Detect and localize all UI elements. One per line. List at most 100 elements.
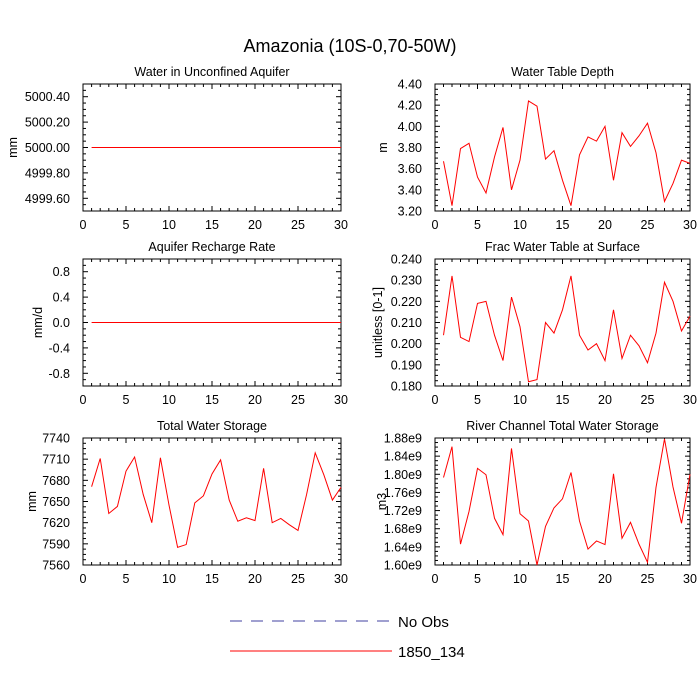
panel-5: Total Water Storage mm 0 5 10 15 20 25 30 7560 759… — [25, 419, 348, 586]
x-tick-label: 15 — [205, 218, 219, 232]
x-tick-label: 15 — [556, 572, 570, 586]
x-tick-label: 15 — [205, 393, 219, 407]
y-tick-label: 4999.60 — [25, 192, 70, 206]
series-line-1850_134 — [91, 451, 342, 549]
y-tick-label: -0.4 — [48, 341, 70, 355]
y-tick-label: 1.76e9 — [384, 486, 422, 500]
x-tick-label: 25 — [641, 218, 655, 232]
panel-title: Frac Water Table at Surface — [485, 240, 640, 254]
y-tick-label: 1.84e9 — [384, 450, 422, 464]
series-line-1850_134 — [443, 275, 691, 383]
y-tick-label: 7650 — [42, 495, 70, 509]
y-tick-label: 0.200 — [391, 337, 422, 351]
x-tick-label: 20 — [598, 572, 612, 586]
y-tick-label: 3.60 — [398, 162, 422, 176]
y-tick-label: 5000.00 — [25, 141, 70, 155]
y-tick-label: 5000.20 — [25, 116, 70, 130]
panel-title: River Channel Total Water Storage — [466, 419, 659, 433]
x-tick-label: 20 — [248, 393, 262, 407]
legend-item: 1850_134 — [230, 644, 465, 661]
x-tick-label: 25 — [291, 572, 305, 586]
y-tick-label: 7680 — [42, 474, 70, 488]
y-tick-label: 0.210 — [391, 316, 422, 330]
panel-2: Water Table Depth m 0 5 10 15 20 25 30 3.20 3.40 3.… — [376, 65, 697, 232]
panel-title: Water in Unconfined Aquifer — [134, 65, 289, 79]
y-tick-label: 4999.80 — [25, 166, 70, 180]
y-tick-label: 1.68e9 — [384, 522, 422, 536]
x-tick-label: 30 — [683, 572, 697, 586]
y-tick-label: 4.00 — [398, 120, 422, 134]
x-tick-label: 30 — [334, 393, 348, 407]
plot-frame — [434, 83, 691, 212]
x-tick-label: 5 — [474, 393, 481, 407]
y-tick-label: 7560 — [42, 559, 70, 573]
legend-label: 1850_134 — [398, 644, 465, 661]
y-tick-label: 0.4 — [53, 291, 70, 305]
y-tick-label: 1.60e9 — [384, 559, 422, 573]
x-tick-label: 30 — [334, 572, 348, 586]
y-tick-label: 7710 — [42, 453, 70, 467]
panel-3: Aquifer Recharge Rate mm/d 0 5 10 15 20 25 30 -0.… — [31, 240, 348, 407]
x-tick-label: 10 — [513, 393, 527, 407]
x-tick-label: 10 — [162, 572, 176, 586]
y-axis-label: m — [376, 142, 390, 152]
y-axis-label: unitless [0-1] — [371, 287, 385, 358]
x-tick-label: 15 — [556, 218, 570, 232]
y-tick-label: 4.20 — [398, 99, 422, 113]
y-tick-label: -0.8 — [48, 367, 70, 381]
x-tick-label: 10 — [162, 393, 176, 407]
plot-grid: Water in Unconfined Aquifer mm 0 5 10 15 20 25 3… — [6, 65, 697, 586]
x-tick-label: 0 — [80, 218, 87, 232]
x-tick-label: 20 — [598, 393, 612, 407]
x-tick-label: 0 — [432, 572, 439, 586]
panel-6: River Channel Total Water Storage m3 0 5 10 1… — [375, 419, 697, 586]
x-tick-label: 30 — [334, 218, 348, 232]
y-tick-label: 3.40 — [398, 183, 422, 197]
x-tick-label: 30 — [683, 218, 697, 232]
y-tick-label: 0.190 — [391, 358, 422, 372]
x-tick-label: 5 — [474, 572, 481, 586]
x-tick-label: 10 — [513, 572, 527, 586]
x-tick-label: 25 — [291, 218, 305, 232]
y-axis-label: mm — [25, 491, 39, 512]
y-tick-label: 1.80e9 — [384, 468, 422, 482]
panel-title: Total Water Storage — [157, 419, 267, 433]
x-tick-label: 15 — [556, 393, 570, 407]
panel-title: Aquifer Recharge Rate — [148, 240, 275, 254]
y-axis-label: mm — [6, 137, 20, 158]
legend-item: No Obs — [230, 614, 449, 631]
y-tick-label: 7590 — [42, 537, 70, 551]
y-tick-label: 0.180 — [391, 380, 422, 394]
series-line-1850_134 — [443, 438, 691, 566]
figure-title: Amazonia (10S-0,70-50W) — [243, 36, 456, 56]
plot-frame — [82, 437, 342, 566]
x-tick-label: 5 — [123, 393, 130, 407]
x-tick-label: 15 — [205, 572, 219, 586]
x-tick-label: 5 — [123, 218, 130, 232]
x-tick-label: 20 — [248, 572, 262, 586]
x-tick-label: 10 — [162, 218, 176, 232]
panel-title: Water Table Depth — [511, 65, 614, 79]
x-tick-label: 0 — [80, 572, 87, 586]
y-tick-label: 0.0 — [53, 316, 70, 330]
legend-label: No Obs — [398, 614, 449, 631]
x-tick-label: 20 — [598, 218, 612, 232]
x-tick-label: 25 — [291, 393, 305, 407]
y-axis-label: m3 — [375, 493, 389, 510]
y-axis-label: mm/d — [31, 307, 45, 338]
series-line-1850_134 — [443, 100, 691, 206]
y-tick-label: 1.88e9 — [384, 432, 422, 446]
y-tick-label: 4.40 — [398, 78, 422, 92]
legend: No Obs 1850_134 — [230, 614, 465, 661]
x-tick-label: 20 — [248, 218, 262, 232]
y-tick-label: 0.230 — [391, 274, 422, 288]
y-tick-label: 1.72e9 — [384, 504, 422, 518]
y-tick-label: 0.220 — [391, 295, 422, 309]
x-tick-label: 5 — [123, 572, 130, 586]
panel-1: Water in Unconfined Aquifer mm 0 5 10 15 20 25 3… — [6, 65, 348, 232]
y-tick-label: 3.80 — [398, 141, 422, 155]
y-tick-label: 7620 — [42, 516, 70, 530]
x-tick-label: 10 — [513, 218, 527, 232]
y-tick-label: 7740 — [42, 432, 70, 446]
